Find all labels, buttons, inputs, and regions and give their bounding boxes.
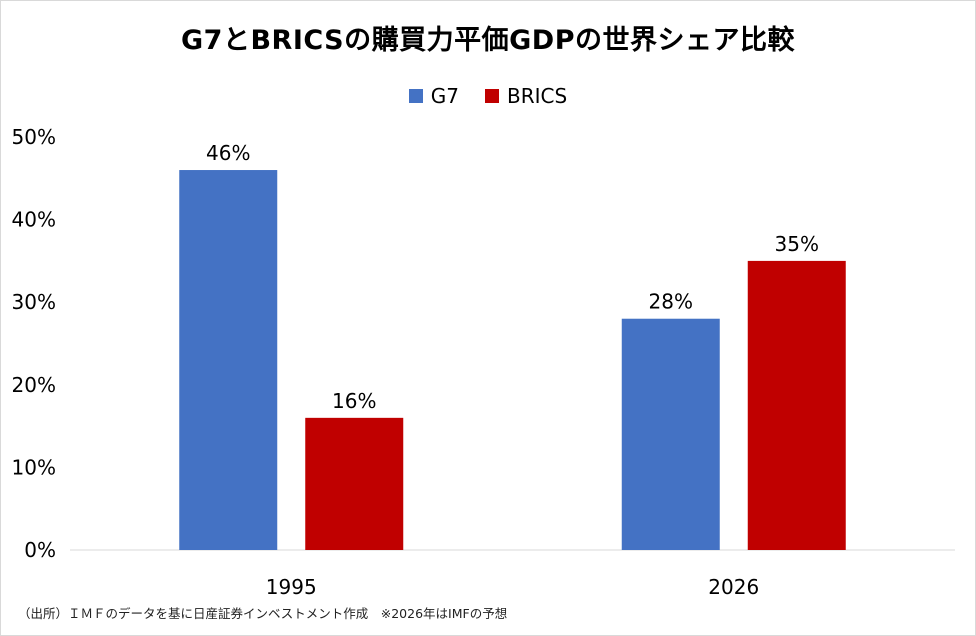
data-label: 28% [649,290,693,314]
legend-item-brics: BRICS [485,84,567,108]
source-note: （出所）ＩＭＦのデータを基に日産証券インベストメント作成 ※2026年はIMFの… [18,606,508,621]
legend-swatch-g7 [408,89,423,103]
legend-label-brics: BRICS [507,84,568,108]
y-tick-label: 40% [12,208,56,232]
chart-legend: G7 BRICS [0,84,976,108]
y-tick-label: 20% [12,373,56,397]
x-category-label: 1995 [266,575,317,599]
y-tick-label: 0% [24,538,56,562]
legend-label-g7: G7 [430,84,460,108]
data-label: 16% [332,389,376,413]
bar-g7-1995 [179,170,278,551]
data-label: 46% [206,141,250,165]
bar-brics-2026 [747,260,846,550]
bar-brics-1995 [305,417,404,550]
chart-title: G7とBRICSの購買力平価GDPの世界シェア比較 [181,25,795,56]
data-label: 35% [775,232,819,256]
y-tick-label: 10% [12,455,56,479]
x-category-label: 2026 [708,575,759,599]
y-tick-label: 30% [12,290,56,314]
y-tick-label: 50% [12,125,56,149]
bar-g7-2026 [621,318,720,550]
legend-swatch-brics [485,89,500,103]
legend-item-g7: G7 [408,84,460,108]
